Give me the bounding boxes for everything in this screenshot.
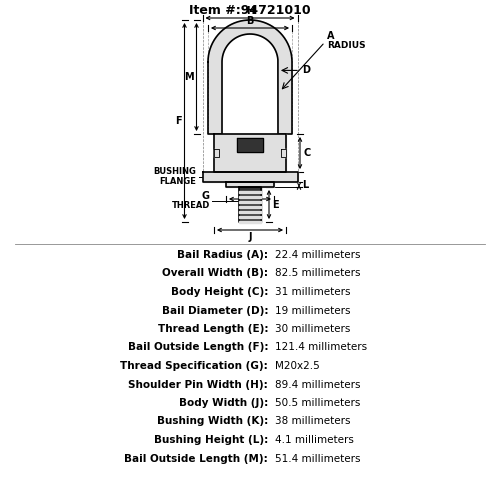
Text: 121.4 millimeters: 121.4 millimeters [275, 342, 367, 352]
Text: M20x2.5: M20x2.5 [275, 361, 320, 371]
Polygon shape [239, 196, 261, 198]
Polygon shape [214, 149, 219, 157]
Text: 19 millimeters: 19 millimeters [275, 306, 350, 316]
Text: D: D [302, 66, 310, 76]
Text: 50.5 millimeters: 50.5 millimeters [275, 398, 360, 408]
Text: F: F [175, 116, 182, 126]
Polygon shape [239, 211, 261, 213]
Text: G: G [202, 191, 210, 201]
Text: E: E [272, 200, 278, 209]
Polygon shape [237, 138, 263, 152]
Text: Body Height (C):: Body Height (C): [170, 287, 268, 297]
Text: 22.4 millimeters: 22.4 millimeters [275, 250, 360, 260]
Polygon shape [239, 221, 261, 223]
Text: B: B [246, 16, 254, 26]
Polygon shape [226, 182, 274, 187]
Text: Body Width (J):: Body Width (J): [179, 398, 268, 408]
Text: 51.4 millimeters: 51.4 millimeters [275, 454, 360, 464]
Polygon shape [239, 216, 261, 218]
Polygon shape [239, 206, 261, 208]
Polygon shape [239, 187, 261, 222]
Polygon shape [202, 172, 298, 182]
Polygon shape [239, 191, 261, 193]
Text: C: C [303, 148, 310, 158]
Text: FLANGE: FLANGE [160, 178, 196, 186]
Text: H: H [246, 6, 254, 16]
Text: A: A [327, 31, 334, 41]
Text: 31 millimeters: 31 millimeters [275, 287, 350, 297]
Text: Bail Outside Length (M):: Bail Outside Length (M): [124, 454, 268, 464]
Text: Item #:94721010: Item #:94721010 [189, 4, 311, 16]
Text: Bail Radius (A):: Bail Radius (A): [177, 250, 268, 260]
Polygon shape [281, 149, 286, 157]
Text: 89.4 millimeters: 89.4 millimeters [275, 380, 360, 390]
Text: 82.5 millimeters: 82.5 millimeters [275, 268, 360, 278]
Text: Shoulder Pin Width (H):: Shoulder Pin Width (H): [128, 380, 268, 390]
Text: Bail Diameter (D):: Bail Diameter (D): [162, 306, 268, 316]
Text: RADIUS: RADIUS [327, 42, 366, 50]
Text: 4.1 millimeters: 4.1 millimeters [275, 435, 354, 445]
Polygon shape [239, 201, 261, 203]
Text: 30 millimeters: 30 millimeters [275, 324, 350, 334]
Text: L: L [302, 180, 308, 190]
Text: Overall Width (B):: Overall Width (B): [162, 268, 268, 278]
Polygon shape [214, 134, 286, 172]
Text: K: K [246, 201, 254, 211]
Text: Bushing Height (L):: Bushing Height (L): [154, 435, 268, 445]
Text: J: J [248, 232, 252, 242]
Text: M: M [184, 72, 194, 82]
Text: Bail Outside Length (F):: Bail Outside Length (F): [128, 342, 268, 352]
Polygon shape [208, 20, 292, 134]
Text: BUSHING: BUSHING [154, 166, 196, 175]
Text: Thread Length (E):: Thread Length (E): [158, 324, 268, 334]
Text: Bushing Width (K):: Bushing Width (K): [157, 416, 268, 426]
Text: THREAD: THREAD [172, 202, 210, 210]
Text: 38 millimeters: 38 millimeters [275, 416, 350, 426]
Text: Thread Specification (G):: Thread Specification (G): [120, 361, 268, 371]
